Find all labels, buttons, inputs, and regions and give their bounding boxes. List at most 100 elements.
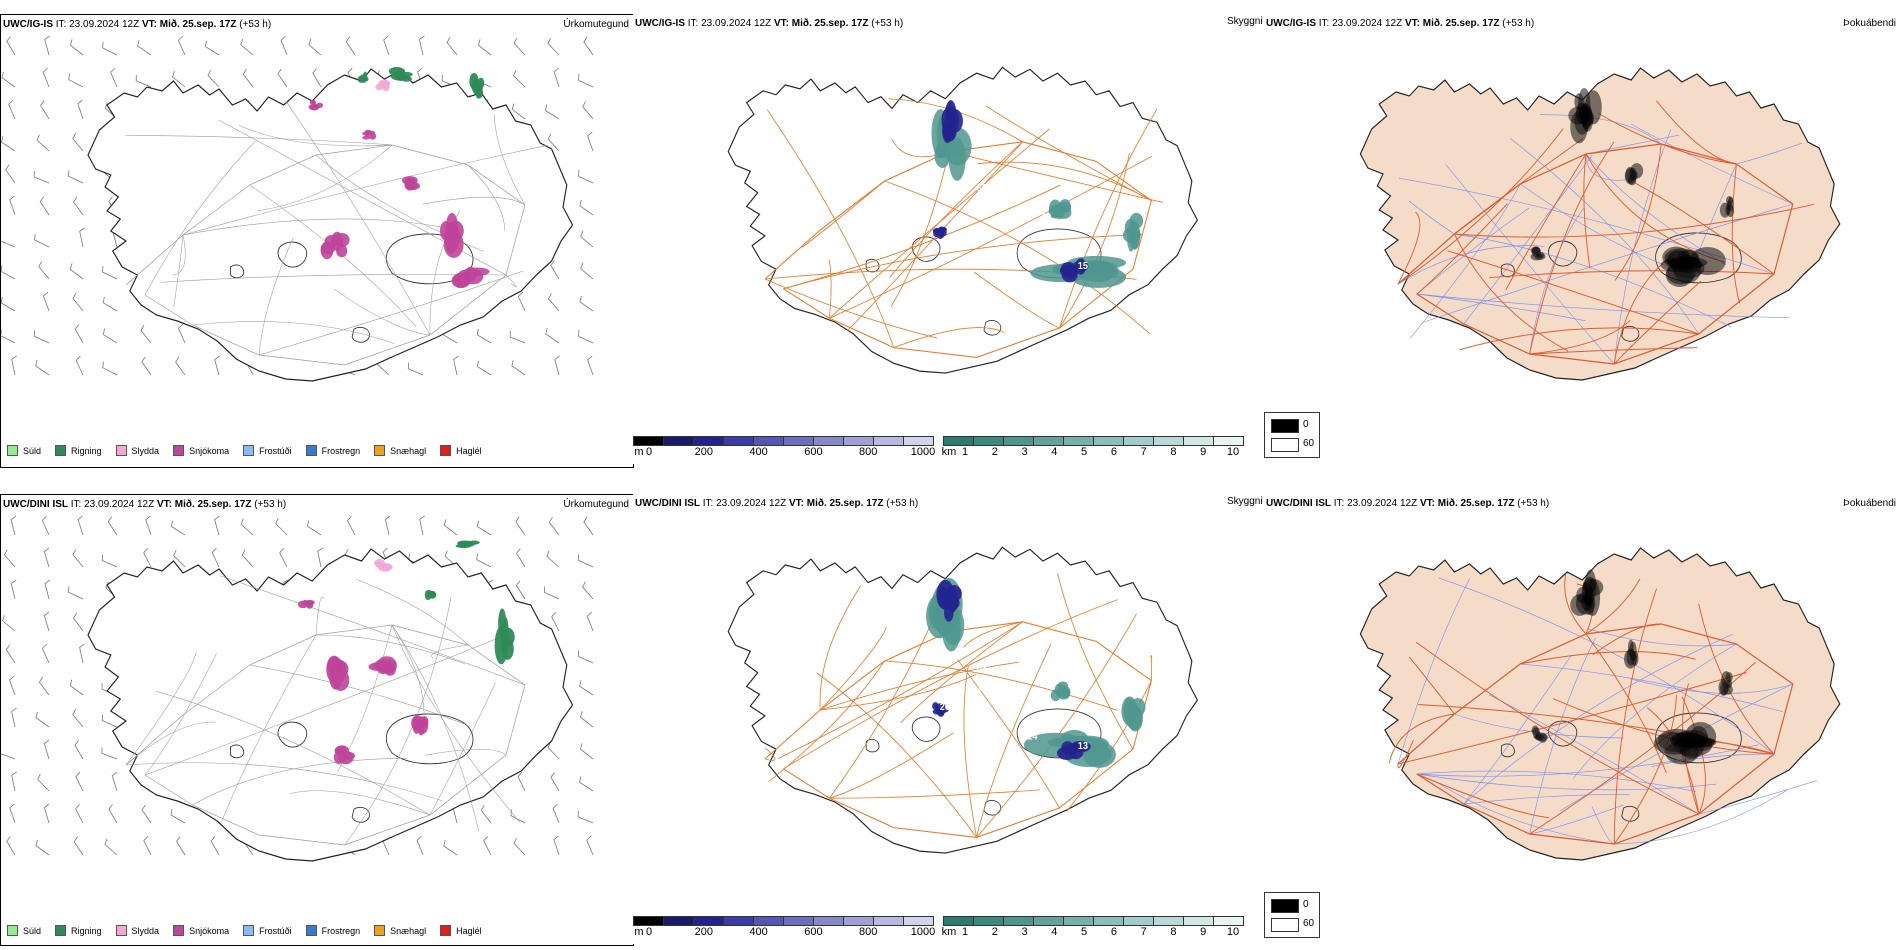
wind-barb bbox=[515, 580, 526, 600]
road bbox=[816, 672, 977, 838]
road bbox=[422, 196, 526, 206]
it-label: IT: bbox=[687, 18, 699, 29]
panel-title: Þokuábendi bbox=[1843, 498, 1896, 509]
wind-barb bbox=[9, 803, 16, 824]
road bbox=[1454, 233, 1732, 328]
visibility-label: 15 bbox=[1078, 261, 1089, 272]
wind-barb bbox=[280, 35, 288, 56]
wind-barb bbox=[214, 515, 220, 536]
visibility-label: 82 bbox=[977, 663, 987, 674]
clouds-map-bottom: 14 10 114 13 82 88 207 bbox=[727, 546, 1199, 854]
road bbox=[820, 661, 1020, 711]
road bbox=[192, 321, 395, 344]
road bbox=[1463, 633, 1734, 805]
wind-barb bbox=[579, 295, 594, 312]
wind-barb bbox=[140, 325, 152, 344]
scale-tick: 9 bbox=[1200, 446, 1207, 458]
road bbox=[1585, 134, 1680, 155]
road bbox=[900, 621, 1023, 724]
legend-item-7: Haglél bbox=[440, 925, 482, 936]
road bbox=[125, 134, 393, 146]
wind-barb bbox=[407, 362, 424, 376]
precip-legend: Súld Rigning Slydda Snjókoma Frostúði Frostre… bbox=[7, 445, 496, 456]
road bbox=[884, 660, 1118, 711]
wind-barb bbox=[72, 549, 84, 568]
scale-cell bbox=[1094, 916, 1124, 926]
it-value: 23.09.2024 12Z bbox=[701, 18, 772, 29]
vt-label: VT: bbox=[1404, 18, 1420, 29]
it-label: IT: bbox=[70, 499, 82, 510]
field-cell bbox=[357, 75, 366, 83]
wind-barb bbox=[77, 99, 84, 120]
field-cell bbox=[1061, 261, 1076, 275]
iceland-map: 14 10 114 13 82 88 207 bbox=[727, 546, 1199, 854]
scale-tick: 3 bbox=[1021, 926, 1028, 938]
height-scale bbox=[633, 916, 934, 926]
road bbox=[160, 274, 507, 283]
fog-legend-low-swatch bbox=[1271, 918, 1299, 932]
wind-barb bbox=[546, 550, 560, 568]
wind-barb bbox=[509, 330, 526, 344]
wind-barb bbox=[145, 515, 152, 536]
wind-barb bbox=[69, 39, 84, 56]
road bbox=[1454, 203, 1815, 238]
road bbox=[1592, 623, 1662, 656]
field-cell bbox=[1049, 199, 1062, 218]
clouds-map-top: 188 20 13 15 30 19 bbox=[727, 66, 1199, 374]
wind-barb bbox=[583, 36, 594, 56]
road bbox=[884, 180, 1151, 335]
wind-barb bbox=[102, 328, 118, 344]
wind-barb bbox=[383, 35, 390, 56]
field-cell bbox=[398, 71, 413, 78]
panel-title: Úrkomutegund bbox=[563, 19, 629, 30]
legend-label: Frostúði bbox=[259, 925, 292, 936]
legend-label: Snæhagl bbox=[390, 445, 427, 456]
field-cell bbox=[378, 79, 391, 88]
wind-barb bbox=[79, 643, 85, 664]
wind-barb bbox=[511, 360, 526, 376]
panel-title: Þokuábendi bbox=[1843, 18, 1896, 29]
road bbox=[1520, 663, 1784, 713]
wind-barb bbox=[587, 355, 594, 376]
legend-label: Snjókoma bbox=[189, 925, 230, 936]
road bbox=[1416, 770, 1696, 792]
vt-value: Mið. 25.sep. 17Z bbox=[159, 19, 237, 30]
wind-barb bbox=[10, 515, 17, 536]
model-name: UWC/DINI ISL bbox=[3, 499, 68, 510]
road bbox=[1630, 123, 1793, 205]
road bbox=[238, 125, 393, 147]
wind-barb bbox=[38, 261, 50, 280]
scale-tick: 1000 bbox=[910, 446, 936, 458]
scale-tick: 5 bbox=[1081, 926, 1088, 938]
model-name: UWC/IG-IS bbox=[1266, 18, 1316, 29]
iceland-map: 188 20 13 15 30 19 bbox=[727, 66, 1199, 374]
vt-value: Mið. 25.sep. 17Z bbox=[1437, 498, 1515, 509]
road bbox=[429, 682, 496, 816]
road bbox=[125, 762, 443, 802]
road bbox=[1463, 793, 1630, 805]
legend-swatch bbox=[374, 445, 386, 456]
legend-item-4: Frostúði bbox=[243, 445, 292, 456]
wind-barb bbox=[275, 517, 288, 536]
wind-barb bbox=[347, 516, 356, 536]
field-cell bbox=[1530, 252, 1543, 261]
visibility-label: 188 bbox=[977, 202, 992, 213]
wind-barb bbox=[101, 714, 118, 728]
wind-barb bbox=[242, 68, 254, 88]
road bbox=[1410, 183, 1521, 339]
wind-barb bbox=[211, 547, 220, 568]
road bbox=[1388, 713, 1455, 764]
road bbox=[1613, 588, 1657, 845]
road bbox=[1529, 141, 1615, 355]
wind-barb bbox=[453, 355, 459, 376]
legend-label: Haglél bbox=[456, 925, 482, 936]
road bbox=[1614, 789, 1788, 845]
scale-cell bbox=[844, 916, 874, 926]
road bbox=[144, 653, 217, 776]
fog-map-top bbox=[1359, 67, 1841, 381]
wind-barb bbox=[8, 99, 16, 120]
wind-barb bbox=[9, 675, 16, 696]
vt-value: Mið. 25.sep. 17Z bbox=[1422, 18, 1500, 29]
fog-legend: 0 60 bbox=[1264, 892, 1320, 938]
road bbox=[333, 288, 431, 336]
